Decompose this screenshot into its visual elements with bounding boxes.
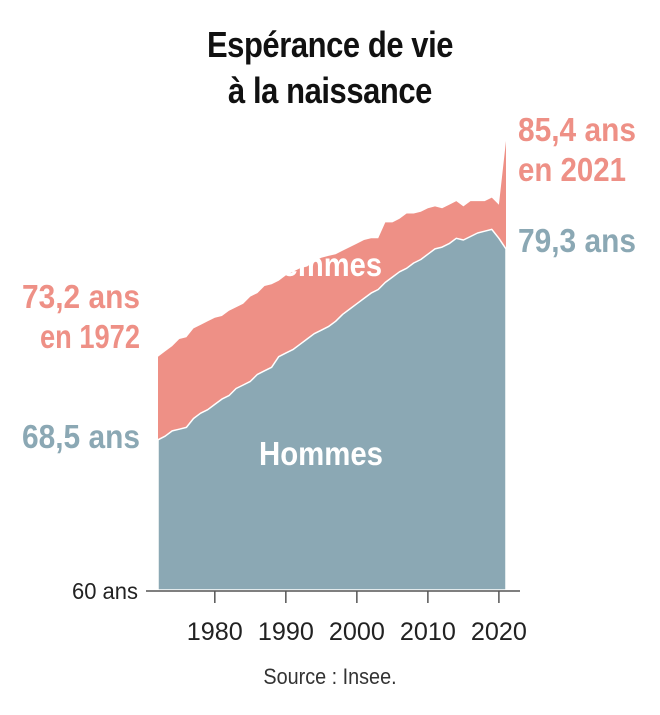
annotation-start-femmes: 73,2 ans bbox=[22, 278, 140, 315]
annotation-end-hommes: 79,3 ans bbox=[518, 222, 636, 259]
chart-title-line-2: à la naissance bbox=[228, 70, 432, 111]
x-tick-label: 2020 bbox=[471, 618, 527, 646]
annotation-end-femmes: 85,4 ans bbox=[518, 111, 636, 148]
y-axis-baseline-label: 60 ans bbox=[72, 578, 138, 604]
x-tick-label: 2010 bbox=[400, 618, 456, 646]
femmes-area-label: Femmes bbox=[264, 246, 382, 283]
annotation-end-femmes-year: en 2021 bbox=[518, 151, 626, 188]
annotation-start-femmes-year: en 1972 bbox=[40, 318, 140, 355]
x-tick-label: 2000 bbox=[329, 618, 385, 646]
x-tick-label: 1980 bbox=[187, 618, 243, 646]
source-note: Source : Insee. bbox=[263, 664, 397, 689]
hommes-area bbox=[157, 228, 507, 591]
x-axis: 1980 1990 2000 2010 2020 bbox=[146, 590, 527, 646]
chart-title-line-1: Espérance de vie bbox=[206, 24, 454, 65]
x-tick-label: 1990 bbox=[258, 618, 314, 646]
annotation-start-hommes: 68,5 ans bbox=[22, 418, 140, 455]
hommes-area-label: Hommes bbox=[259, 435, 383, 472]
